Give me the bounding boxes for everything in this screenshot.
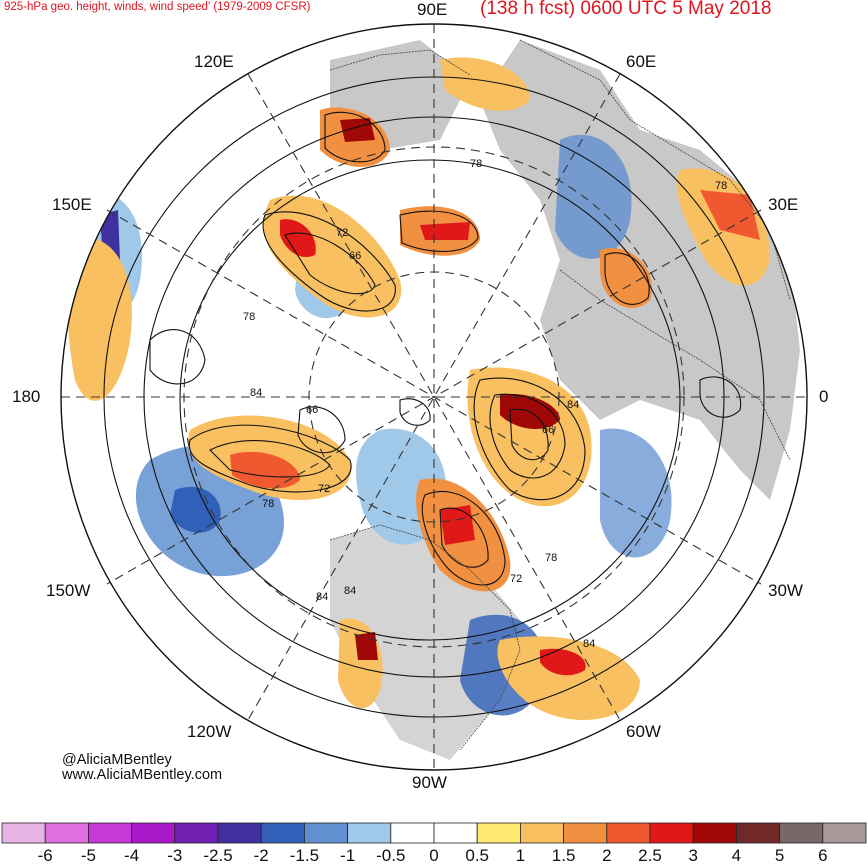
contour-label: 78 — [243, 311, 255, 323]
colorbar-tick-label: 1 — [515, 846, 526, 865]
contour-label: 78 — [715, 180, 727, 192]
colorbar-tick-label: -1 — [340, 846, 356, 865]
longitude-label-90w: 90W — [412, 773, 447, 792]
colorbar-swatch — [779, 822, 824, 844]
contour-label: 72 — [318, 483, 330, 495]
colorbar-swatch — [1, 822, 46, 844]
contour-label: 84 — [250, 387, 262, 399]
colorbar-swatch — [44, 822, 89, 844]
longitude-label-0: 0 — [819, 387, 829, 406]
colorbar-tick-label: -3 — [167, 846, 183, 865]
colorbar-tick-label: 6 — [818, 846, 828, 865]
colorbar-swatch — [606, 822, 651, 844]
contour-label: 84 — [344, 585, 356, 597]
anomaly-positive — [540, 648, 586, 676]
latitude-circle — [308, 271, 560, 523]
contour-label: 78 — [262, 498, 274, 510]
anomaly-positive — [467, 367, 592, 507]
anomaly-positive — [497, 636, 640, 720]
contour-label: 84 — [316, 591, 328, 603]
anomaly-positive — [420, 222, 470, 240]
colorbar-swatch — [433, 822, 478, 844]
map-field-layer — [68, 39, 800, 760]
contour-label: 66 — [349, 250, 361, 262]
longitude-label-150w: 150W — [46, 581, 91, 600]
colorbar — [1, 822, 867, 844]
anomaly-negative — [170, 486, 221, 533]
credit-handle: @AliciaMBentley — [62, 752, 172, 768]
contour-label: 84 — [583, 638, 595, 650]
map-title-left: 925-hPa geo. height, winds, wind speed' … — [4, 1, 311, 13]
colorbar-tick-label: 0.5 — [465, 846, 490, 865]
meridian-120e-60w — [247, 73, 621, 721]
map-title-right: (138 h fcst) 0600 UTC 5 May 2018 — [480, 0, 772, 19]
graticule — [61, 24, 807, 770]
longitude-label-180: 180 — [12, 387, 41, 406]
colorbar-swatch — [649, 822, 694, 844]
longitude-label-30e: 30E — [768, 195, 799, 214]
polar-stereographic-map: 72 66 78 78 78 84 66 72 78 66 84 78 72 8… — [60, 23, 808, 771]
colorbar-tick-label: -0.5 — [376, 846, 406, 865]
latitude-circle — [183, 146, 685, 648]
meridian-150e-30w — [106, 209, 762, 585]
colorbar-swatch — [217, 822, 262, 844]
colorbar-swatch — [347, 822, 392, 844]
longitude-label-150e: 150E — [52, 195, 92, 214]
colorbar-swatch — [174, 822, 219, 844]
map-boundary — [60, 23, 808, 771]
colorbar-tick-label: 2.5 — [638, 846, 662, 865]
anomaly-positive — [68, 238, 132, 401]
anomaly-positive — [355, 632, 378, 660]
credit-website: www.AliciaMBentley.com — [62, 767, 223, 783]
colorbar-tick-label: 2 — [602, 846, 612, 865]
colorbar-swatch — [88, 822, 133, 844]
colorbar-tick-label: -2 — [253, 846, 269, 865]
anomaly-positive — [230, 451, 300, 489]
longitude-label-60e: 60E — [626, 52, 657, 71]
contour-label: 72 — [336, 227, 348, 239]
colorbar-tick-label: 1.5 — [551, 846, 576, 865]
colorbar-swatch — [692, 822, 737, 844]
colorbar-swatch — [822, 822, 867, 844]
contour-label: 72 — [510, 573, 522, 585]
colorbar-tick-label: -5 — [80, 846, 96, 865]
longitude-label-60w: 60W — [626, 722, 661, 741]
colorbar-tick-label: 3 — [688, 846, 698, 865]
anomaly-negative — [555, 134, 632, 259]
colorbar-swatch — [390, 822, 435, 844]
colorbar-swatch — [303, 822, 348, 844]
colorbar-swatch — [131, 822, 176, 844]
contour-label: 78 — [470, 158, 482, 170]
contour-label: 84 — [567, 399, 579, 411]
anomaly-positive — [340, 118, 375, 142]
longitude-label-120w: 120W — [187, 722, 232, 741]
contour-label-layer: 72 66 78 78 78 84 66 72 78 66 84 78 72 8… — [243, 158, 727, 650]
contour-label: 66 — [542, 424, 554, 436]
colorbar-tick-label: 5 — [774, 846, 785, 865]
colorbar-tick-label: -1.5 — [289, 846, 320, 865]
colorbar-tick-label: 4 — [731, 846, 742, 865]
colorbar-swatch — [476, 822, 521, 844]
colorbar-tick-label: 0 — [429, 846, 439, 865]
longitude-label-30w: 30W — [768, 581, 803, 600]
colorbar-tick-label: -4 — [124, 846, 140, 865]
anomaly-positive — [280, 219, 316, 258]
anomaly-positive — [700, 190, 760, 240]
colorbar-tick-label: -6 — [37, 846, 53, 865]
colorbar-swatch — [520, 822, 565, 844]
contour-label: 78 — [545, 552, 557, 564]
colorbar-swatch — [736, 822, 781, 844]
colorbar-swatch — [563, 822, 608, 844]
longitude-label-90e: 90E — [417, 0, 448, 19]
colorbar-tick-label: -2.5 — [203, 846, 233, 865]
colorbar-swatch — [260, 822, 305, 844]
meridian-60e-120w — [247, 73, 621, 721]
anomaly-positive — [440, 505, 475, 545]
contour-label: 66 — [306, 404, 318, 416]
longitude-label-120e: 120E — [194, 52, 234, 71]
anomaly-negative — [600, 428, 672, 558]
